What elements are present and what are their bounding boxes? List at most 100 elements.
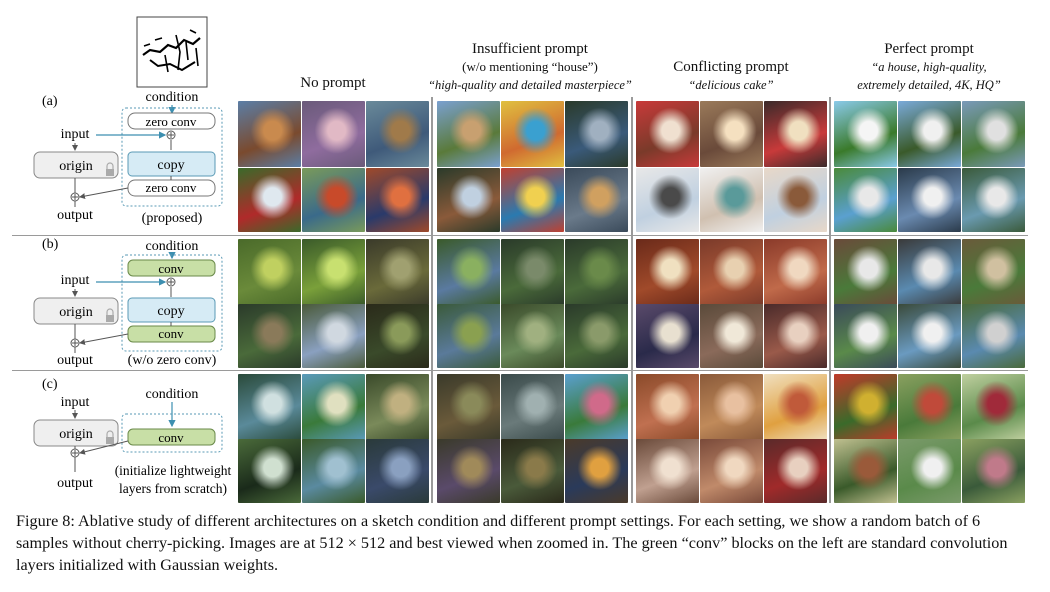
sample-image (636, 304, 699, 368)
architecture-diagrams: (a) condition zero conv input copy origi… (33, 16, 232, 496)
header-insufficient-prompt: Insufficient prompt (w/o mentioning “hou… (428, 40, 632, 94)
sample-image (366, 101, 429, 167)
sample-image (366, 168, 429, 232)
sample-image (636, 168, 699, 232)
variant-note-line2: layers from scratch) (119, 481, 227, 496)
column-separator (631, 97, 633, 503)
sample-image (302, 168, 365, 232)
sample-image (700, 101, 763, 167)
sample-image (238, 168, 301, 232)
sample-image (764, 439, 827, 503)
sample-image (834, 168, 897, 232)
column-subtitle: (w/o mentioning “house”) (462, 59, 598, 74)
row-label: (c) (42, 377, 58, 392)
sample-image (898, 168, 961, 232)
output-label: output (57, 353, 93, 368)
input-label: input (61, 127, 90, 142)
header-perfect-prompt: Perfect prompt “a house, high-quality, e… (834, 40, 1024, 94)
output-label: output (57, 476, 93, 491)
sample-image (437, 439, 500, 503)
sample-image (636, 439, 699, 503)
row-label: (a) (42, 94, 58, 109)
column-prompt: “high-quality and detailed masterpiece” (428, 78, 632, 92)
condition-label: condition (146, 387, 199, 402)
sample-image (962, 101, 1025, 167)
sample-image (437, 239, 500, 305)
origin-block: origin (59, 427, 92, 442)
sample-image (238, 439, 301, 503)
sample-image (302, 439, 365, 503)
sample-image (238, 239, 301, 305)
sample-image (962, 374, 1025, 440)
zero-conv-top: zero conv (146, 114, 197, 129)
origin-block: origin (59, 159, 92, 174)
conv-top: conv (158, 261, 184, 276)
sample-image (238, 374, 301, 440)
sample-image (238, 304, 301, 368)
sample-image (962, 304, 1025, 368)
sample-image (764, 101, 827, 167)
sample-image (501, 239, 564, 305)
input-label: input (61, 273, 90, 288)
sample-image (834, 374, 897, 440)
sample-image (302, 239, 365, 305)
origin-block: origin (59, 305, 92, 320)
column-prompt-line1: “a house, high-quality, (871, 60, 987, 74)
sample-image (898, 239, 961, 305)
sample-image (834, 304, 897, 368)
condition-label: condition (146, 90, 199, 105)
sample-image (898, 304, 961, 368)
sample-image (700, 168, 763, 232)
variant-note-line1: (initialize lightweight (115, 463, 232, 478)
sample-image (302, 304, 365, 368)
sketch-condition-image (136, 16, 208, 88)
variant-note: (w/o zero conv) (128, 353, 217, 368)
column-prompt-line2: extremely detailed, 4K, HQ” (857, 78, 1001, 92)
sample-image (636, 374, 699, 440)
sample-image (565, 439, 628, 503)
diagram-b: (b) condition conv input copy origin con… (33, 237, 223, 368)
sample-image (764, 374, 827, 440)
sample-image (366, 304, 429, 368)
sample-image (898, 374, 961, 440)
sample-image (898, 439, 961, 503)
sample-image (636, 239, 699, 305)
sample-image (366, 239, 429, 305)
sample-image (764, 304, 827, 368)
sample-image (834, 239, 897, 305)
condition-label: condition (146, 239, 199, 254)
column-title: Insufficient prompt (472, 41, 588, 57)
sample-image (565, 168, 628, 232)
sample-image (636, 101, 699, 167)
column-separator (829, 97, 831, 503)
column-prompt: “delicious cake” (688, 78, 774, 92)
sample-image (565, 374, 628, 440)
column-title: No prompt (300, 75, 366, 91)
sample-image (962, 439, 1025, 503)
sample-image (834, 439, 897, 503)
copy-block: copy (157, 304, 184, 319)
column-title: Perfect prompt (884, 41, 974, 57)
sample-image (700, 439, 763, 503)
zero-conv-bottom: zero conv (146, 180, 197, 195)
sample-image (700, 374, 763, 440)
sample-image (764, 239, 827, 305)
sample-image (700, 239, 763, 305)
row-separator (12, 370, 1028, 371)
sample-image (366, 374, 429, 440)
sample-image (962, 168, 1025, 232)
sample-image (834, 101, 897, 167)
row-label: (b) (42, 237, 59, 252)
sample-image (501, 101, 564, 167)
diagram-c: (c) condition conv input origin output (… (33, 377, 232, 496)
figure-caption: Figure 8: Ablative study of different ar… (16, 512, 1008, 574)
sample-image (501, 168, 564, 232)
sample-image (302, 101, 365, 167)
sample-image (437, 101, 500, 167)
conv-block: conv (158, 430, 184, 445)
output-label: output (57, 208, 93, 223)
diagram-a: (a) condition zero conv input copy origi… (33, 90, 223, 226)
sample-image (437, 168, 500, 232)
header-conflicting-prompt: Conflicting prompt “delicious cake” (636, 58, 826, 94)
sample-image (565, 101, 628, 167)
